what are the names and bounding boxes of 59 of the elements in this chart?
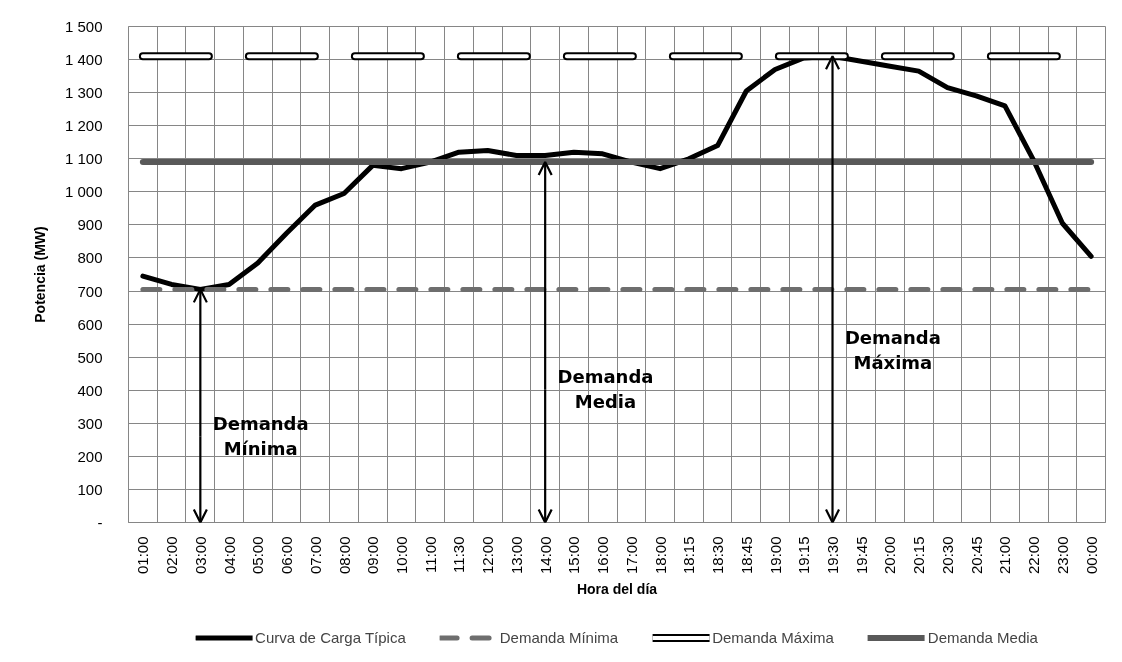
- x-tick-label: 19:00: [766, 536, 784, 575]
- y-tick-label: 1 300: [64, 84, 103, 102]
- x-tick-label: 03:00: [191, 536, 209, 575]
- x-tick-label: 00:00: [1082, 536, 1100, 575]
- legend-label: Curva de Carga Típica: [255, 628, 406, 646]
- x-tick-label: 06:00: [278, 536, 296, 575]
- y-tick-label: 1 100: [64, 150, 103, 168]
- y-tick-label: 1 000: [64, 183, 103, 201]
- annotation: Demanda Mínima: [212, 413, 309, 460]
- y-tick-label: 500: [77, 348, 103, 366]
- y-tick-label: 900: [77, 216, 103, 234]
- y-axis-title: Potencia (MW): [31, 226, 48, 323]
- y-tick-label: 800: [77, 249, 103, 267]
- x-tick-label: 20:30: [938, 536, 956, 575]
- x-tick-label: 02:00: [163, 536, 181, 575]
- y-tick-label: 100: [77, 480, 103, 498]
- x-tick-label: 20:45: [967, 536, 985, 575]
- x-tick-label: 19:15: [795, 536, 813, 575]
- x-tick-label: 18:00: [651, 536, 669, 575]
- x-tick-label: 11:00: [421, 536, 439, 573]
- x-tick-label: 11:30: [450, 536, 468, 573]
- x-tick-label: 09:00: [364, 536, 382, 575]
- x-tick-label: 20:00: [881, 536, 899, 575]
- y-tick-label: 1 400: [64, 51, 103, 69]
- x-tick-label: 04:00: [220, 536, 238, 575]
- x-tick-label: 22:00: [1025, 536, 1043, 575]
- x-tick-label: 21:00: [996, 536, 1014, 575]
- y-tick-label: 400: [77, 381, 103, 399]
- annotation: Demanda Máxima: [844, 326, 941, 374]
- x-tick-label: 08:00: [335, 536, 353, 575]
- y-tick-label: 200: [77, 447, 103, 465]
- x-tick-label: 20:15: [910, 536, 928, 575]
- x-tick-label: 18:15: [680, 536, 698, 575]
- legend-label: Demanda Media: [927, 628, 1038, 646]
- x-tick-label: 05:00: [249, 536, 267, 575]
- y-tick-label: -: [97, 514, 103, 531]
- x-tick-label: 23:00: [1053, 536, 1071, 575]
- x-tick-label: 12:00: [479, 536, 497, 575]
- x-tick-label: 18:30: [709, 536, 727, 575]
- x-axis-title: Hora del día: [576, 581, 658, 598]
- y-tick-label: 1 500: [64, 18, 103, 35]
- legend-label: Demanda Mínima: [499, 628, 619, 646]
- x-tick-label: 15:00: [565, 536, 583, 575]
- x-tick-label: 07:00: [306, 536, 324, 575]
- x-tick-label: 17:00: [622, 536, 640, 575]
- x-tick-label: 14:00: [536, 536, 554, 575]
- x-tick-label: 18:45: [737, 536, 755, 575]
- x-tick-label: 16:00: [594, 536, 612, 575]
- y-tick-label: 300: [77, 414, 103, 432]
- y-tick-label: 1 200: [64, 117, 103, 135]
- x-tick-label: 13:00: [507, 536, 525, 575]
- x-tick-label: 10:00: [392, 536, 410, 575]
- x-tick-label: 19:45: [852, 536, 870, 575]
- y-tick-label: 700: [77, 282, 103, 300]
- y-tick-label: 600: [77, 315, 103, 333]
- x-tick-label: 19:30: [824, 536, 842, 575]
- annotation: Demanda Media: [557, 366, 654, 413]
- legend-label: Demanda Máxima: [712, 628, 834, 646]
- x-tick-label: 01:00: [134, 536, 152, 575]
